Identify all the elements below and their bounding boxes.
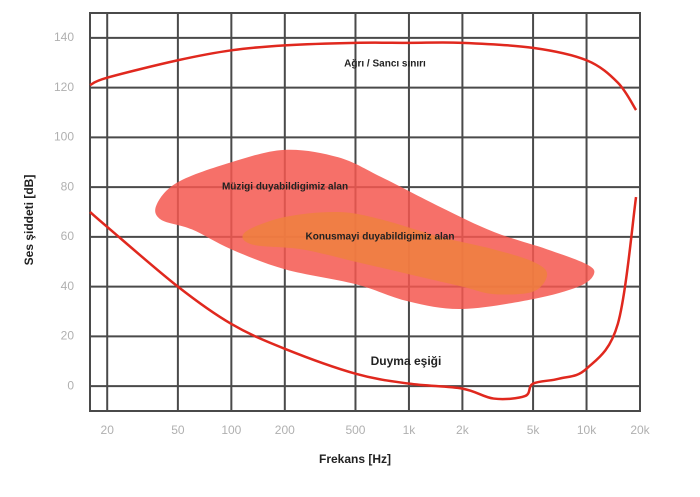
curve-label: Ağrı / Sancı sınırı [344,59,426,70]
x-tick-label: 50 [171,423,185,437]
curve-label: Duyma eşiği [371,354,442,368]
y-tick-label: 80 [61,179,75,193]
x-tick-label: 5k [527,423,541,437]
x-axis-label: Frekans [Hz] [319,452,391,466]
y-tick-label: 100 [54,130,74,144]
x-tick-label: 1k [403,423,417,437]
region-label: Konusmayi duyabildigimiz alan [306,232,455,243]
region-label: Müzigi duyabildigimiz alan [222,182,348,193]
y-axis-label: Ses şiddeti [dB] [22,175,36,266]
x-tick-label: 20 [101,423,115,437]
curve [89,196,638,401]
y-tick-label: 140 [54,30,74,44]
region [242,211,548,295]
y-tick-label: 60 [61,229,75,243]
y-tick-label: 0 [67,378,74,392]
x-tick-label: 200 [275,423,295,437]
x-tick-label: 2k [456,423,470,437]
curve [89,41,638,111]
y-tick-label: 120 [54,80,74,94]
y-tick-label: 40 [61,279,75,293]
x-tick-label: 500 [345,423,365,437]
x-tick-label: 10k [577,423,597,437]
x-tick-label: 20k [630,423,650,437]
y-tick-label: 20 [61,329,75,343]
x-tick-label: 100 [221,423,241,437]
